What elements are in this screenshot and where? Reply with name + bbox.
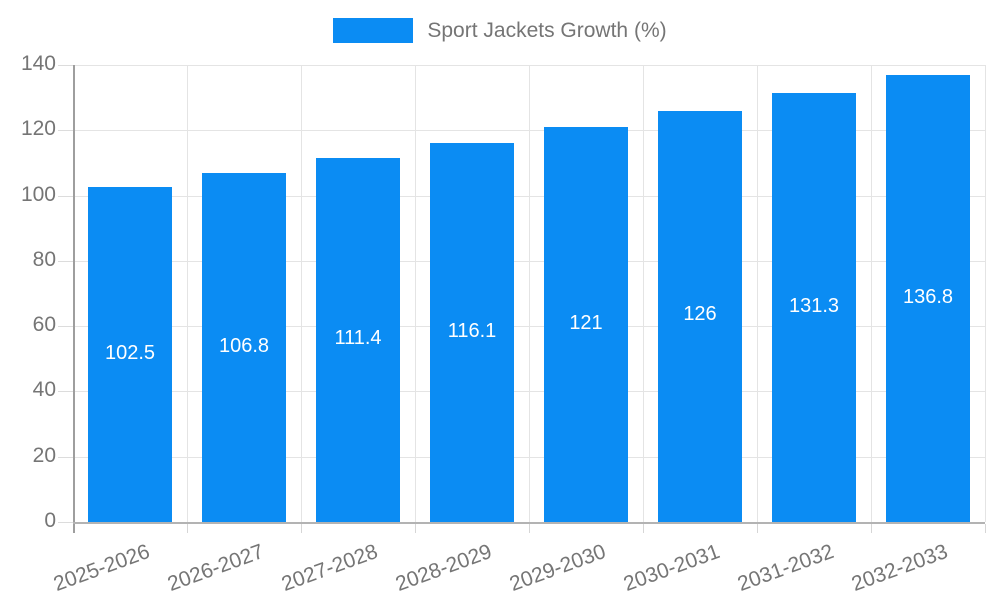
x-tick-mark: [757, 524, 758, 533]
gridline: [985, 65, 986, 522]
bar-value-label: 111.4: [334, 327, 382, 350]
x-tick-mark: [187, 524, 188, 533]
bar[interactable]: [772, 93, 856, 522]
bar[interactable]: [430, 143, 514, 522]
bar[interactable]: [202, 173, 286, 522]
bar[interactable]: [544, 127, 628, 522]
x-tick-mark: [529, 524, 530, 533]
x-tick-mark: [643, 524, 644, 533]
legend-swatch-icon: [333, 18, 414, 43]
gridline: [529, 65, 530, 522]
y-tick-mark: [58, 65, 73, 66]
y-axis-tick-label: 100: [20, 182, 56, 206]
bar[interactable]: [88, 187, 172, 522]
x-tick-mark: [871, 524, 872, 533]
y-axis-tick-label: 60: [32, 313, 56, 337]
y-tick-mark: [58, 260, 73, 262]
y-axis-line: [73, 65, 75, 533]
bar-value-label: 131.3: [788, 294, 840, 317]
y-axis-tick-label: 0: [44, 509, 56, 532]
gridline: [415, 65, 416, 522]
y-axis-tick-label: 20: [32, 443, 56, 467]
gridline: [871, 65, 872, 522]
bar[interactable]: [316, 158, 400, 522]
gridline: [643, 65, 644, 522]
y-tick-mark: [58, 130, 73, 132]
bar[interactable]: [886, 75, 970, 522]
y-axis-tick-label: 120: [20, 117, 56, 141]
legend: Sport Jackets Growth (%): [0, 18, 1000, 43]
gridline: [301, 65, 302, 522]
bar-value-label: 126: [683, 303, 717, 326]
x-tick-mark: [301, 524, 302, 533]
y-axis-tick-label: 40: [32, 378, 56, 402]
y-axis-tick-label: 140: [20, 52, 56, 75]
bar-value-label: 102.5: [104, 341, 156, 364]
legend-label: Sport Jackets Growth (%): [427, 18, 667, 42]
y-tick-mark: [58, 522, 73, 523]
x-tick-mark: [415, 524, 416, 533]
gridline: [187, 65, 188, 522]
gridline: [757, 65, 758, 522]
x-tick-mark: [985, 524, 986, 533]
y-tick-mark: [58, 326, 73, 328]
y-tick-mark: [58, 391, 73, 393]
legend-item[interactable]: Sport Jackets Growth (%): [333, 18, 667, 43]
bar-value-label: 121: [569, 311, 603, 334]
bar-value-label: 136.8: [902, 285, 954, 308]
x-axis-line: [73, 522, 985, 524]
y-tick-mark: [58, 456, 73, 458]
bar-value-label: 116.1: [447, 319, 497, 342]
bar[interactable]: [658, 110, 742, 522]
y-axis-tick-label: 80: [32, 247, 56, 271]
y-tick-mark: [58, 195, 73, 197]
bar-value-label: 106.8: [218, 334, 270, 357]
